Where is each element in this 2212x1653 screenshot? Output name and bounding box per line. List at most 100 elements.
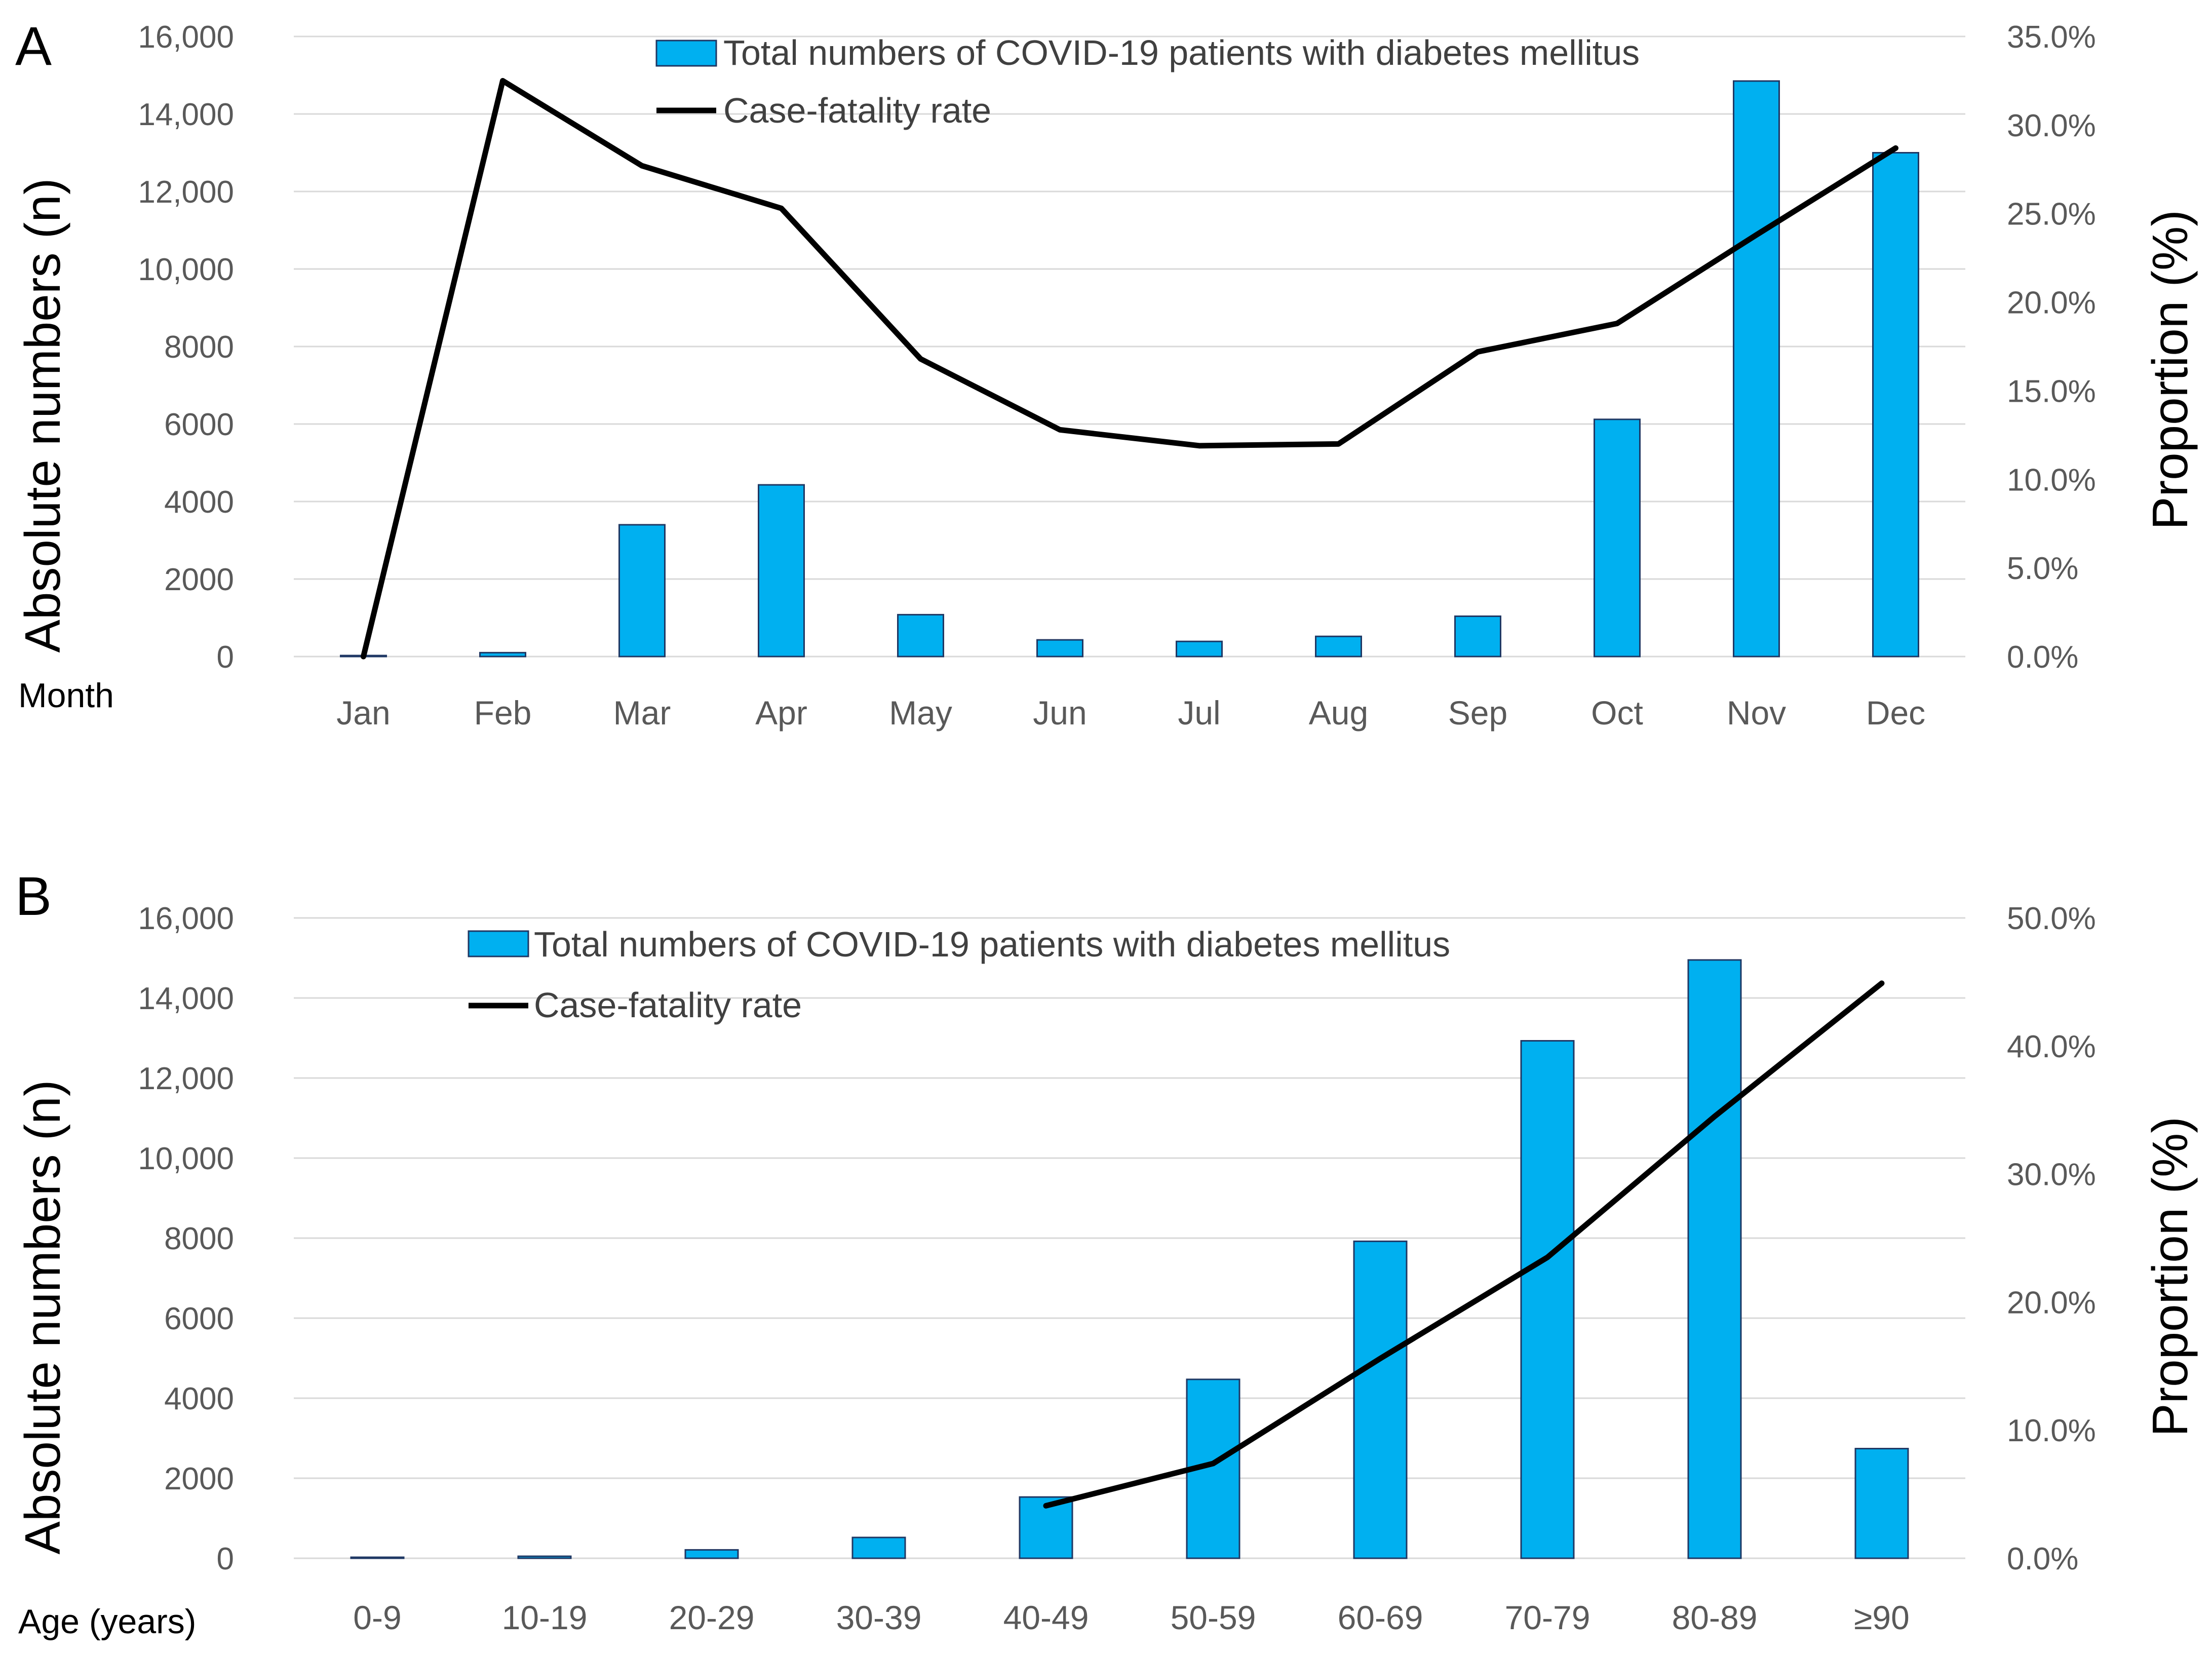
panel-b-right-tick-label: 50.0% xyxy=(2007,901,2096,936)
panel-b-x-tick-label: 60-69 xyxy=(1338,1599,1423,1636)
panel-a-x-tick-label: Jul xyxy=(1178,694,1220,732)
panel-a-left-tick-label: 2000 xyxy=(164,562,234,597)
panel-a-bar xyxy=(1176,640,1223,658)
panel-b-x-ticks: 0-9 10-19 20-29 30-39 40-49 50-59 60-69 70-79 80… xyxy=(353,1599,1910,1636)
panel-b-left-tick-label: 14,000 xyxy=(138,981,234,1016)
panel-b-left-tick-label: 16,000 xyxy=(138,901,234,936)
panel-a-x-tick-label: Aug xyxy=(1309,694,1368,732)
panel-b-line-point xyxy=(1714,1116,1715,1117)
panel-b-left-tick-label: 2000 xyxy=(164,1462,234,1496)
panel-b-right-tick-label: 20.0% xyxy=(2007,1285,2096,1320)
panel-a-left-tick-label: 4000 xyxy=(164,485,234,520)
panel-b-x-tick-label: ≥90 xyxy=(1854,1599,1910,1636)
panel-b-gridlines xyxy=(294,917,1965,1559)
panel-a-right-ticks: 0.0% 5.0% 10.0% 15.0% 20.0% 25.0% 30.0% 35.0% xyxy=(2007,20,2096,675)
panel-a-x-tick-label: Mar xyxy=(613,694,671,732)
panel-a: A 0 2000 4000 6000 8000 10,000 12,000 14,000 16,… xyxy=(15,15,2198,732)
panel-b-right-ticks: 0.0% 10.0% 20.0% 30.0% 40.0% 50.0% xyxy=(2007,901,2096,1577)
panel-b: B 0 2000 4000 6000 8000 10,000 12,000 14,000 16,… xyxy=(15,865,2198,1641)
panel-b-bar xyxy=(1687,959,1742,1559)
panel-b-bar xyxy=(851,1536,906,1559)
panel-a-x-tick-label: Sep xyxy=(1448,694,1507,732)
panel-a-line-point xyxy=(1198,445,1200,446)
panel-a-bar xyxy=(479,651,526,658)
panel-a-legend-line-label: Case-fatality rate xyxy=(723,91,991,130)
panel-a-x-tick-label: Jan xyxy=(336,694,390,732)
panel-a-legend: Total numbers of COVID-19 patients with … xyxy=(655,33,1640,130)
panel-a-left-tick-label: 12,000 xyxy=(138,175,234,210)
panel-a-line-point xyxy=(363,656,364,657)
panel-b-right-tick-label: 40.0% xyxy=(2007,1029,2096,1064)
panel-a-line-point xyxy=(920,358,921,360)
panel-b-left-ticks: 0 2000 4000 6000 8000 10,000 12,000 14,000 16,00… xyxy=(138,901,234,1577)
panel-a-line-point xyxy=(1059,429,1061,431)
panel-a-left-tick-label: 16,000 xyxy=(138,20,234,55)
panel-a-case-fatality-line xyxy=(361,78,1898,660)
panel-b-line-point xyxy=(1380,1358,1381,1359)
panel-a-line-point xyxy=(1477,351,1479,353)
panel-b-bar xyxy=(1520,1040,1575,1559)
panel-a-bar xyxy=(1733,80,1780,658)
panel-b-bar xyxy=(350,1556,405,1559)
panel-b-bar xyxy=(1854,1448,1909,1559)
panel-a-left-tick-label: 8000 xyxy=(164,330,234,365)
panel-b-line-point xyxy=(1881,982,1882,984)
panel-a-bar xyxy=(1872,152,1919,658)
panel-a-line-point xyxy=(641,165,643,167)
panel-a-x-tick-label: Nov xyxy=(1727,694,1786,732)
panel-a-right-tick-label: 35.0% xyxy=(2007,20,2096,55)
panel-a-right-tick-label: 10.0% xyxy=(2007,463,2096,497)
panel-b-line-point xyxy=(1045,1505,1046,1507)
panel-a-bar xyxy=(1315,635,1362,658)
panel-b-left-tick-label: 8000 xyxy=(164,1221,234,1256)
panel-b-x-axis-title: Age (years) xyxy=(18,1602,196,1641)
panel-a-x-tick-label: Feb xyxy=(474,694,532,732)
panel-b-case-fatality-line xyxy=(1043,980,1885,1509)
panel-b-x-tick-label: 0-9 xyxy=(353,1599,401,1636)
panel-a-bar xyxy=(618,524,666,658)
panel-b-legend: Total numbers of COVID-19 patients with … xyxy=(468,925,1450,1025)
panel-b-x-tick-label: 70-79 xyxy=(1505,1599,1590,1636)
panel-b-x-tick-label: 40-49 xyxy=(1003,1599,1089,1636)
panel-b-bar xyxy=(684,1549,739,1559)
panel-a-line-point xyxy=(1895,147,1896,149)
panel-a-right-tick-label: 20.0% xyxy=(2007,286,2096,321)
panel-b-x-tick-label: 10-19 xyxy=(502,1599,588,1636)
panel-a-bar xyxy=(1454,615,1501,658)
panel-a-bars xyxy=(340,80,1919,658)
panel-b-label: B xyxy=(15,865,52,927)
panel-b-line-point xyxy=(1213,1463,1214,1464)
panel-a-x-tick-label: May xyxy=(889,694,952,732)
panel-b-x-tick-label: 20-29 xyxy=(669,1599,755,1636)
panel-b-left-tick-label: 4000 xyxy=(164,1381,234,1416)
panel-b-line-point xyxy=(1547,1256,1548,1258)
panel-b-x-tick-label: 50-59 xyxy=(1171,1599,1256,1636)
panel-b-bar xyxy=(1353,1240,1408,1559)
panel-b-right-tick-label: 30.0% xyxy=(2007,1158,2096,1193)
panel-a-bar xyxy=(758,484,805,658)
panel-a-legend-bar-label: Total numbers of COVID-19 patients with … xyxy=(723,33,1640,72)
panel-b-legend-line-label: Case-fatality rate xyxy=(534,985,802,1025)
panel-b-left-tick-label: 10,000 xyxy=(138,1141,234,1176)
panel-a-right-tick-label: 5.0% xyxy=(2007,551,2078,586)
panel-b-line xyxy=(1043,980,1885,1509)
panel-a-left-tick-label: 6000 xyxy=(164,407,234,442)
panel-a-right-tick-label: 25.0% xyxy=(2007,197,2096,232)
panel-a-legend-bar-swatch xyxy=(655,40,717,67)
panel-b-bar xyxy=(517,1555,572,1559)
panel-b-y-axis-title: Absolute numbers (n) xyxy=(15,1080,70,1555)
panel-a-y2-axis-title: Proportion (%) xyxy=(2142,210,2198,530)
panel-b-x-tick-label: 80-89 xyxy=(1672,1599,1758,1636)
panel-a-x-tick-label: Jun xyxy=(1033,694,1086,732)
panel-a-x-ticks: Jan Feb Mar Apr May Jun Jul Aug Sep Oct Nov Dec xyxy=(336,694,1925,732)
panel-b-bars xyxy=(350,959,1909,1559)
panel-a-right-tick-label: 0.0% xyxy=(2007,640,2078,675)
panel-b-left-tick-label: 6000 xyxy=(164,1301,234,1336)
panel-a-label: A xyxy=(15,15,52,76)
panel-a-left-ticks: 0 2000 4000 6000 8000 10,000 12,000 14,000 16,00… xyxy=(138,20,234,675)
panel-a-bar xyxy=(1594,418,1641,658)
panel-a-right-tick-label: 15.0% xyxy=(2007,374,2096,409)
panel-b-legend-bar-swatch xyxy=(468,930,529,957)
